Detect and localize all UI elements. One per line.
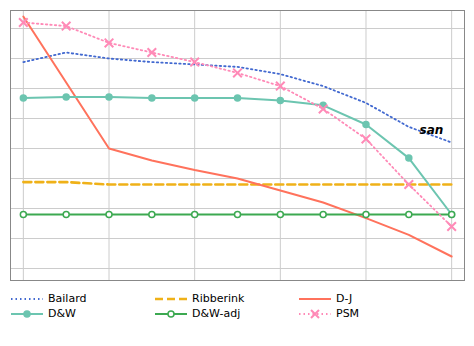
html-text:Ribberink: Ribberink xyxy=(192,292,245,305)
html-text:D-J: D-J xyxy=(336,292,353,305)
html-text:PSM: PSM xyxy=(336,307,360,320)
svg-text:san: san xyxy=(420,123,444,137)
html-text:Bailard: Bailard xyxy=(48,292,87,305)
html-text:D&W-adj: D&W-adj xyxy=(192,307,241,320)
html-text:D&W: D&W xyxy=(48,307,76,320)
